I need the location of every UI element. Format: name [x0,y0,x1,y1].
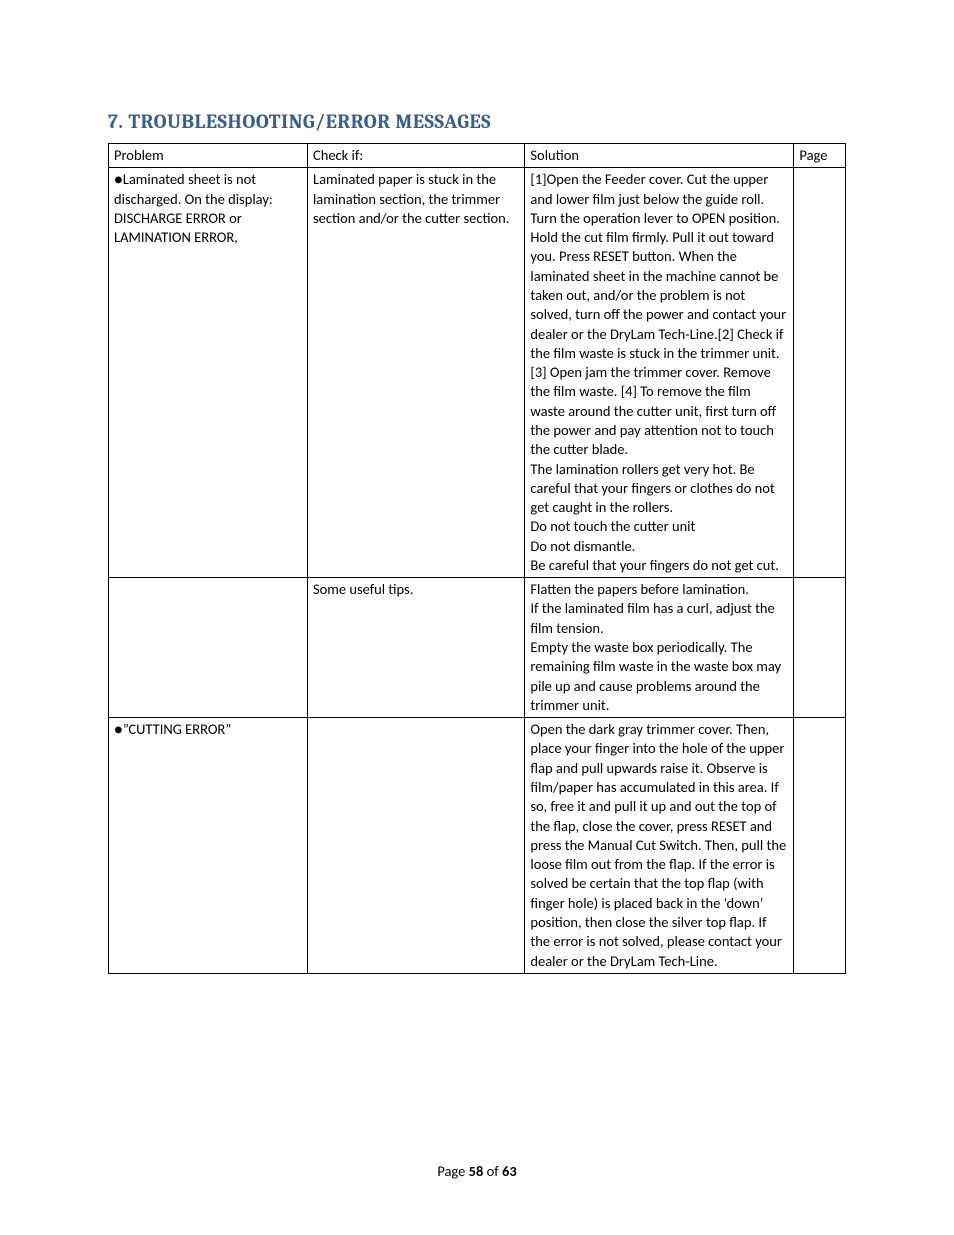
cell-page [794,718,846,974]
table-row: ●”CUTTING ERROR” Open the dark gray trim… [109,718,846,974]
page: 7. TROUBLESHOOTING/ERROR MESSAGES Proble… [0,0,954,1235]
cell-problem: ●”CUTTING ERROR” [109,718,308,974]
cell-page [794,168,846,578]
footer-prefix: Page [437,1162,468,1180]
footer-current: 58 [469,1162,484,1180]
col-header-check: Check if: [307,144,524,168]
troubleshooting-table: Problem Check if: Solution Page ●Laminat… [108,143,846,974]
table-row: Some useful tips. Flatten the papers bef… [109,578,846,718]
col-header-problem: Problem [109,144,308,168]
col-header-solution: Solution [525,144,794,168]
table-header-row: Problem Check if: Solution Page [109,144,846,168]
cell-problem [109,578,308,718]
cell-solution: Flatten the papers before lamination. If… [525,578,794,718]
section-heading: 7. TROUBLESHOOTING/ERROR MESSAGES [108,110,846,133]
cell-check: Some useful tips. [307,578,524,718]
footer-total: 63 [502,1162,517,1180]
table-row: ●Laminated sheet is not discharged. On t… [109,168,846,578]
cell-check: Laminated paper is stuck in the laminati… [307,168,524,578]
footer-sep: of [483,1162,502,1180]
page-footer: Page 58 of 63 [0,1162,954,1180]
cell-check [307,718,524,974]
col-header-page: Page [794,144,846,168]
cell-page [794,578,846,718]
cell-solution: [1]Open the Feeder cover. Cut the upper … [525,168,794,578]
cell-problem: ●Laminated sheet is not discharged. On t… [109,168,308,578]
cell-solution: Open the dark gray trimmer cover. Then, … [525,718,794,974]
